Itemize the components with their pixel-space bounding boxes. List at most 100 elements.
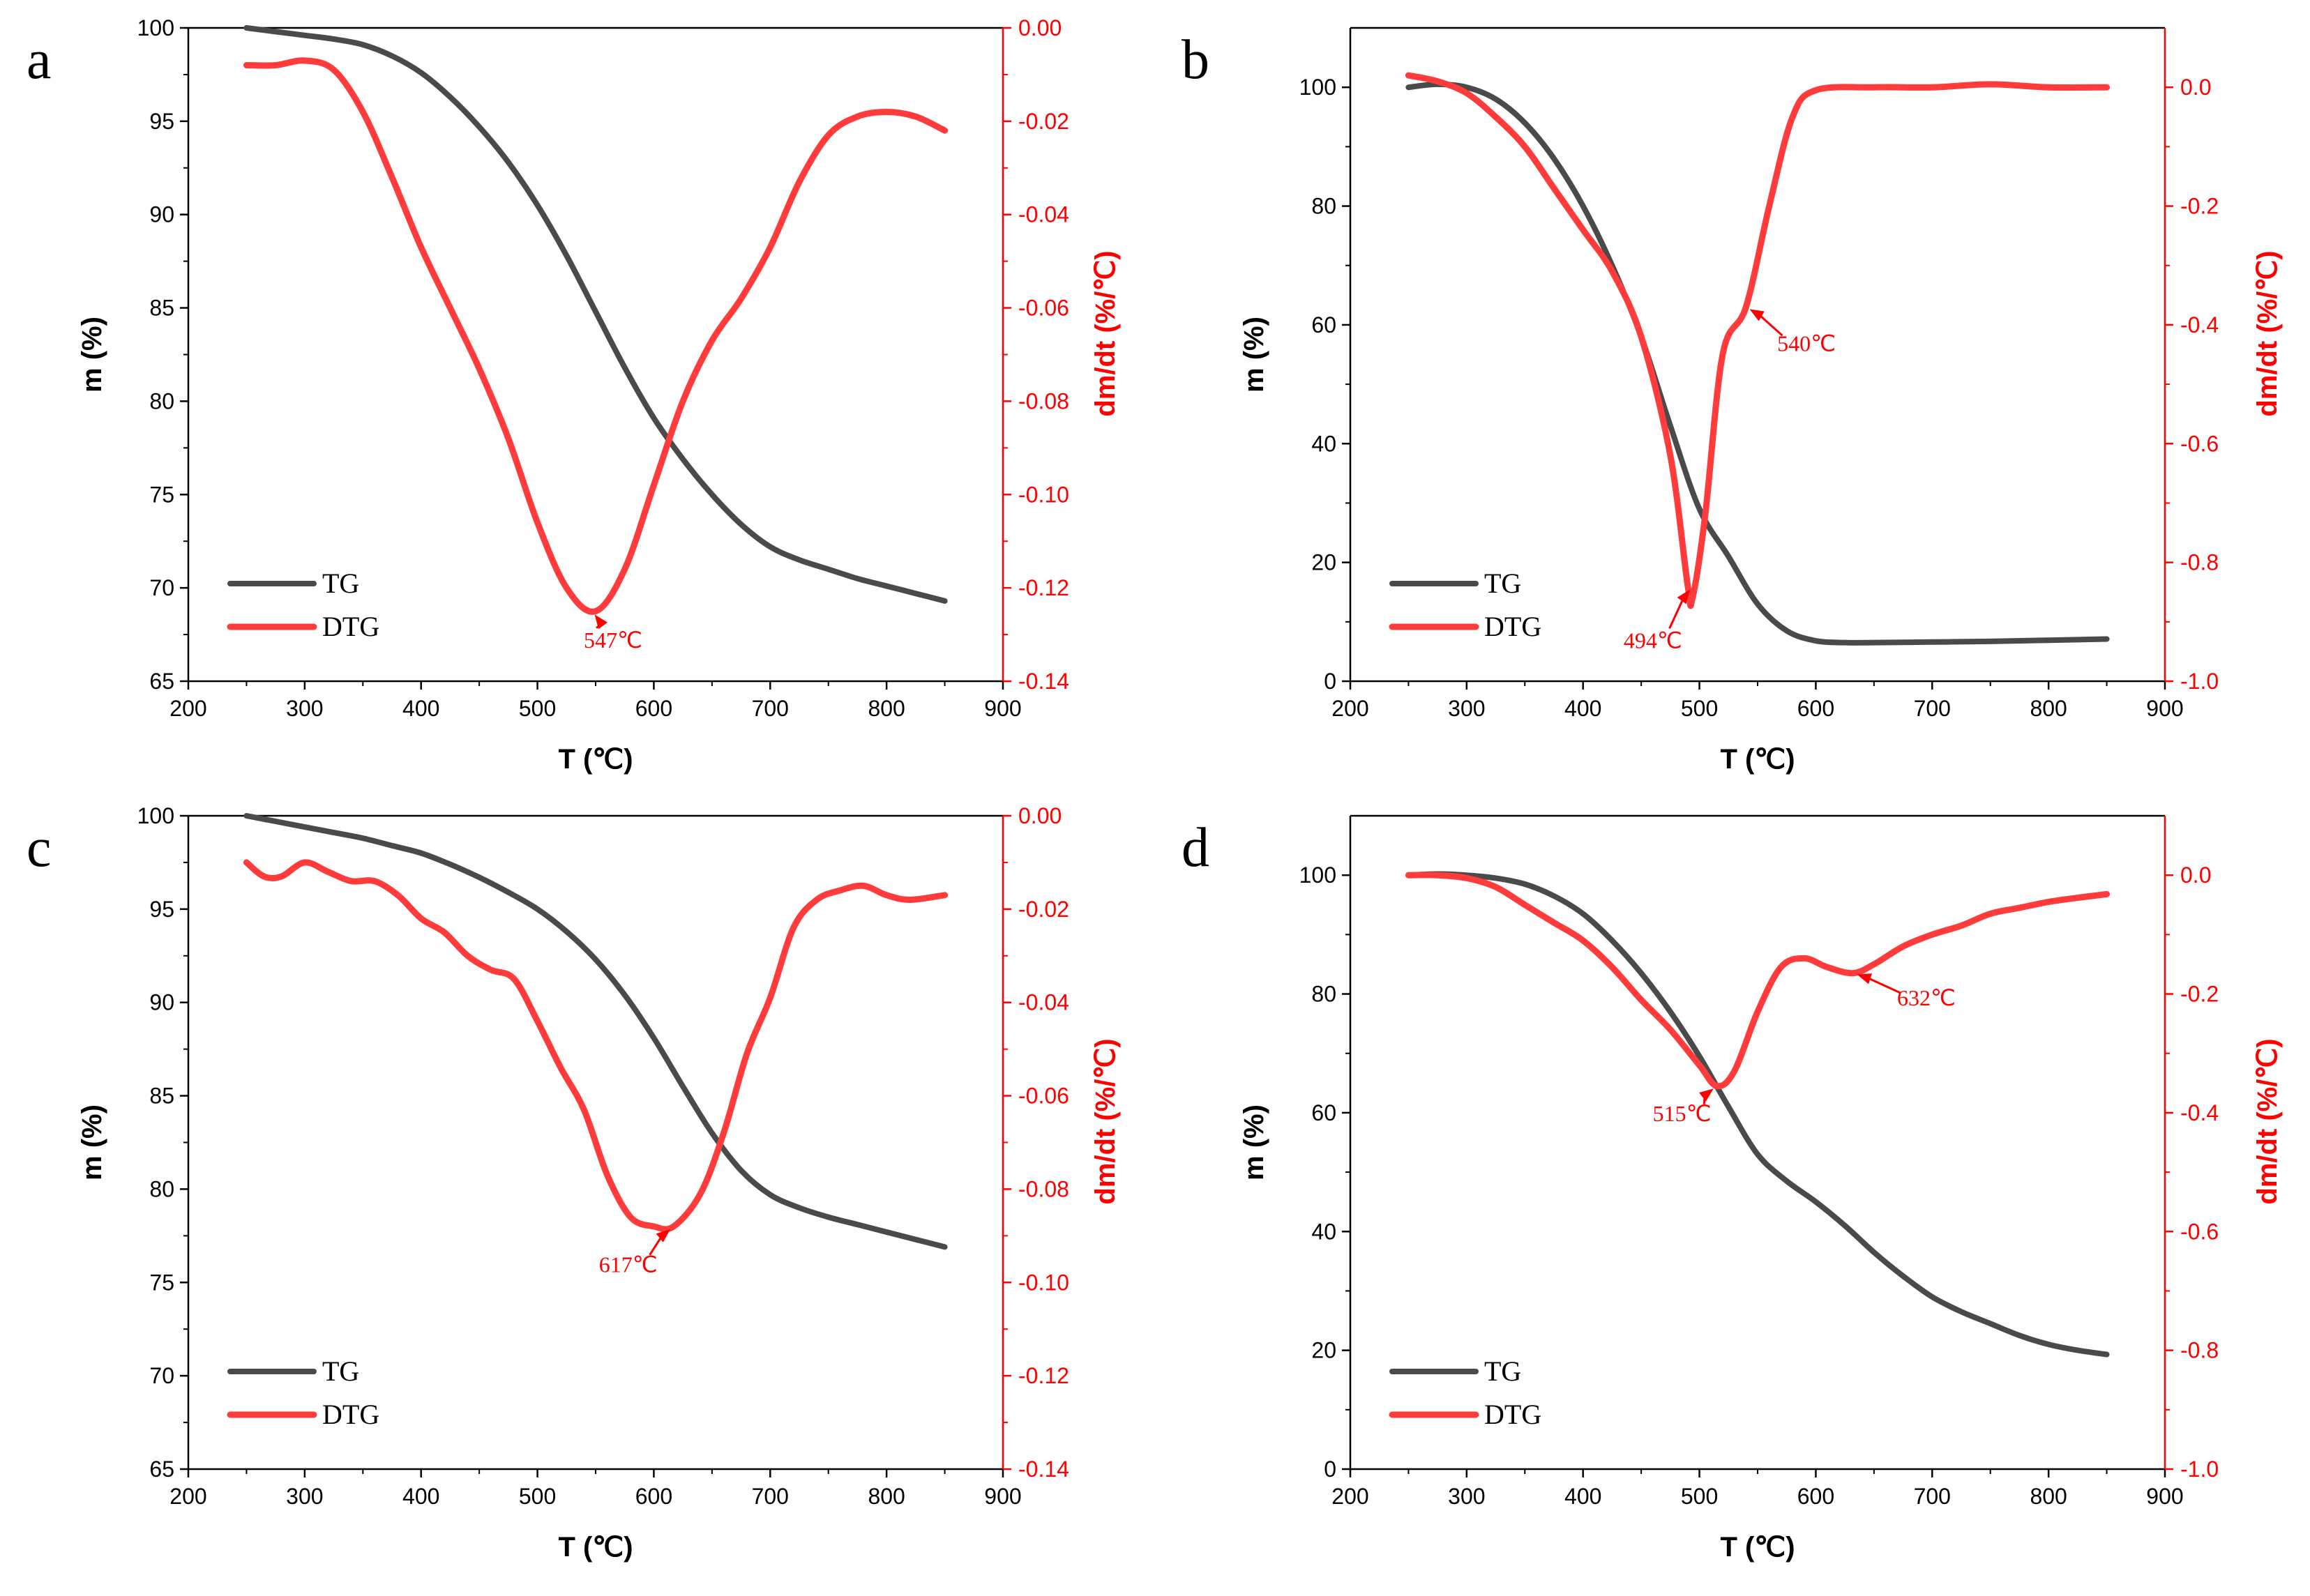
panel-c-x-tick-label: 200 bbox=[169, 1484, 206, 1509]
panel-b-y2-tick-label: -0.4 bbox=[2180, 312, 2219, 337]
panel-c-x-tick-label: 500 bbox=[519, 1484, 556, 1509]
panel-d-y2-axis-title: dm/dt (%/℃) bbox=[2252, 1038, 2283, 1204]
panel-b-y-tick-label: 20 bbox=[1311, 550, 1336, 575]
panel-a-x-tick-label: 200 bbox=[169, 696, 206, 721]
panel-d-legend-label-dtg: DTG bbox=[1484, 1399, 1541, 1430]
panel-b-y2-tick-label: -0.8 bbox=[2180, 550, 2219, 575]
panel-d-legend-label-tg: TG bbox=[1484, 1355, 1521, 1387]
panel-a-annotation-arrowhead-0 bbox=[594, 614, 607, 630]
panel-a-y2-tick-label: -0.10 bbox=[1018, 482, 1069, 507]
panel-a-y-tick-label: 100 bbox=[137, 15, 174, 40]
panel-b-y-tick-label: 40 bbox=[1311, 431, 1336, 456]
panel-b-x-tick-label: 500 bbox=[1681, 696, 1718, 721]
panel-d-y-tick-label: 20 bbox=[1311, 1338, 1336, 1363]
panel-c-x-tick-label: 900 bbox=[984, 1484, 1021, 1509]
panel-c-chart: c 200 300 400 500 600 700 800 900 65 70 75 80 85 90 95 1… bbox=[27, 803, 1121, 1563]
panel-c-y-tick-label: 100 bbox=[137, 803, 174, 828]
panel-c-y2-tick-label: -0.10 bbox=[1018, 1270, 1069, 1295]
panel-a-y-tick-label: 90 bbox=[149, 202, 174, 227]
panel-a-x-tick-label: 500 bbox=[519, 696, 556, 721]
panel-c-y2-tick-label: 0.00 bbox=[1018, 803, 1062, 828]
panel-d-letter: d bbox=[1182, 817, 1209, 879]
panel-c-x-tick-label: 800 bbox=[868, 1484, 905, 1509]
panel-c-annotation-arrowhead-0 bbox=[656, 1229, 671, 1242]
panel-d-x-tick-label: 300 bbox=[1448, 1484, 1485, 1509]
panel-a-dtg-series-line bbox=[243, 57, 949, 615]
panel-b-annotation-arrow-1 bbox=[1758, 314, 1783, 337]
panel-c-y2-tick-label: -0.04 bbox=[1018, 990, 1069, 1015]
panel-b-annotation-arrowhead-0 bbox=[1677, 589, 1690, 605]
panel-a-x-tick-label: 400 bbox=[402, 696, 439, 721]
panel-b-legend-label-tg: TG bbox=[1484, 568, 1521, 599]
panel-a-tg-series-line bbox=[243, 25, 948, 604]
panel-b-y2-tick-label: -0.2 bbox=[2180, 194, 2219, 219]
panel-c-x-tick-label: 600 bbox=[635, 1484, 672, 1509]
panel-c-y-tick-label: 75 bbox=[149, 1270, 174, 1295]
panel-b-x-tick-label: 300 bbox=[1448, 696, 1485, 721]
panel-b-annotation-label-1: 540℃ bbox=[1777, 330, 1836, 356]
panel-d-y2-tick-label: -0.2 bbox=[2180, 982, 2219, 1007]
panel-c-legend-label-tg: TG bbox=[322, 1355, 359, 1387]
panel-a-x-axis-title: T (℃) bbox=[558, 744, 633, 775]
panel-d-tg-series-line bbox=[1405, 871, 2110, 1358]
panel-b-y-tick-label: 100 bbox=[1299, 75, 1336, 100]
panel-a-y-tick-label: 65 bbox=[149, 669, 174, 694]
panel-d-y-axis-title: m (%) bbox=[1239, 1104, 1269, 1180]
panel-d-x-tick-label: 600 bbox=[1797, 1484, 1834, 1509]
panel-c-y2-tick-label: -0.06 bbox=[1018, 1084, 1069, 1109]
panel-b-letter: b bbox=[1182, 29, 1209, 91]
panel-a-legend-label-dtg: DTG bbox=[322, 611, 379, 642]
panel-a-y-axis-title: m (%) bbox=[77, 317, 107, 393]
panel-a-y2-tick-label: 0.00 bbox=[1018, 15, 1062, 40]
panel-b-x-tick-label: 700 bbox=[1914, 696, 1951, 721]
panel-a-x-tick-label: 300 bbox=[286, 696, 323, 721]
panel-b-y2-tick-label: -1.0 bbox=[2180, 669, 2219, 694]
panel-d-y2-tick-label: -0.6 bbox=[2180, 1219, 2219, 1244]
panel-a-y-tick-label: 95 bbox=[149, 109, 174, 134]
panel-d-x-tick-label: 200 bbox=[1331, 1484, 1368, 1509]
panel-d-y2-tick-label: -0.4 bbox=[2180, 1100, 2219, 1125]
panel-a-y2-tick-label: -0.14 bbox=[1018, 669, 1069, 694]
panel-b-y-tick-label: 60 bbox=[1311, 312, 1336, 337]
panel-c-y-tick-label: 70 bbox=[149, 1363, 174, 1388]
panel-d-dtg-series-line bbox=[1405, 872, 2111, 1090]
panel-b-chart: b 200 300 400 500 600 700 800 900 0 20 40 60 80 100 -1.… bbox=[1182, 26, 2283, 775]
panel-c-letter: c bbox=[27, 817, 52, 879]
panel-c-y-tick-label: 80 bbox=[149, 1176, 174, 1201]
panel-c-y2-tick-label: -0.08 bbox=[1018, 1176, 1069, 1201]
panel-a-y-tick-label: 80 bbox=[149, 388, 174, 413]
panel-a-x-tick-label: 900 bbox=[984, 696, 1021, 721]
panel-d-y2-tick-label: -0.8 bbox=[2180, 1338, 2219, 1363]
panel-b-annotation-arrowhead-1 bbox=[1749, 309, 1765, 321]
panel-d-annotation-label-0: 515℃ bbox=[1653, 1101, 1712, 1126]
panel-c-y-tick-label: 95 bbox=[149, 897, 174, 922]
panel-b-x-tick-label: 600 bbox=[1797, 696, 1834, 721]
panel-c-y-tick-label: 65 bbox=[149, 1457, 174, 1482]
panel-a-y-tick-label: 75 bbox=[149, 482, 174, 507]
panel-b-x-axis-title: T (℃) bbox=[1720, 744, 1795, 775]
panel-d-annotation-arrowhead-0 bbox=[1699, 1088, 1714, 1102]
panel-d-x-tick-label: 800 bbox=[2030, 1484, 2067, 1509]
panel-a-y2-axis-title: dm/dt (%/℃) bbox=[1090, 250, 1121, 416]
panel-b-y2-tick-label: -0.6 bbox=[2180, 431, 2219, 456]
panel-a-y-tick-label: 85 bbox=[149, 296, 174, 321]
panel-b-y-tick-label: 0 bbox=[1324, 669, 1336, 694]
panel-d-annotation-arrowhead-1 bbox=[1857, 973, 1873, 985]
panel-d-x-tick-label: 500 bbox=[1681, 1484, 1718, 1509]
panel-a-y2-tick-label: -0.08 bbox=[1018, 388, 1069, 413]
panel-b-tg-series-line bbox=[1405, 81, 2110, 646]
panel-d-y-tick-label: 80 bbox=[1311, 982, 1336, 1007]
panel-a-x-tick-label: 700 bbox=[752, 696, 789, 721]
panel-d-x-tick-label: 700 bbox=[1914, 1484, 1951, 1509]
panel-b-x-tick-label: 200 bbox=[1331, 696, 1368, 721]
panel-d-y-tick-label: 60 bbox=[1311, 1100, 1336, 1125]
panel-a-y2-tick-label: -0.04 bbox=[1018, 202, 1069, 227]
panel-b-x-tick-label: 400 bbox=[1564, 696, 1601, 721]
panel-c-y2-tick-label: -0.02 bbox=[1018, 897, 1069, 922]
panel-d-x-tick-label: 900 bbox=[2146, 1484, 2183, 1509]
panel-b-legend-label-dtg: DTG bbox=[1484, 611, 1541, 642]
panel-d-y-tick-label: 40 bbox=[1311, 1219, 1336, 1244]
panel-c-y-tick-label: 90 bbox=[149, 990, 174, 1015]
panel-c-y2-tick-label: -0.14 bbox=[1018, 1457, 1069, 1482]
panel-b-annotation-arrow-0 bbox=[1668, 598, 1684, 629]
